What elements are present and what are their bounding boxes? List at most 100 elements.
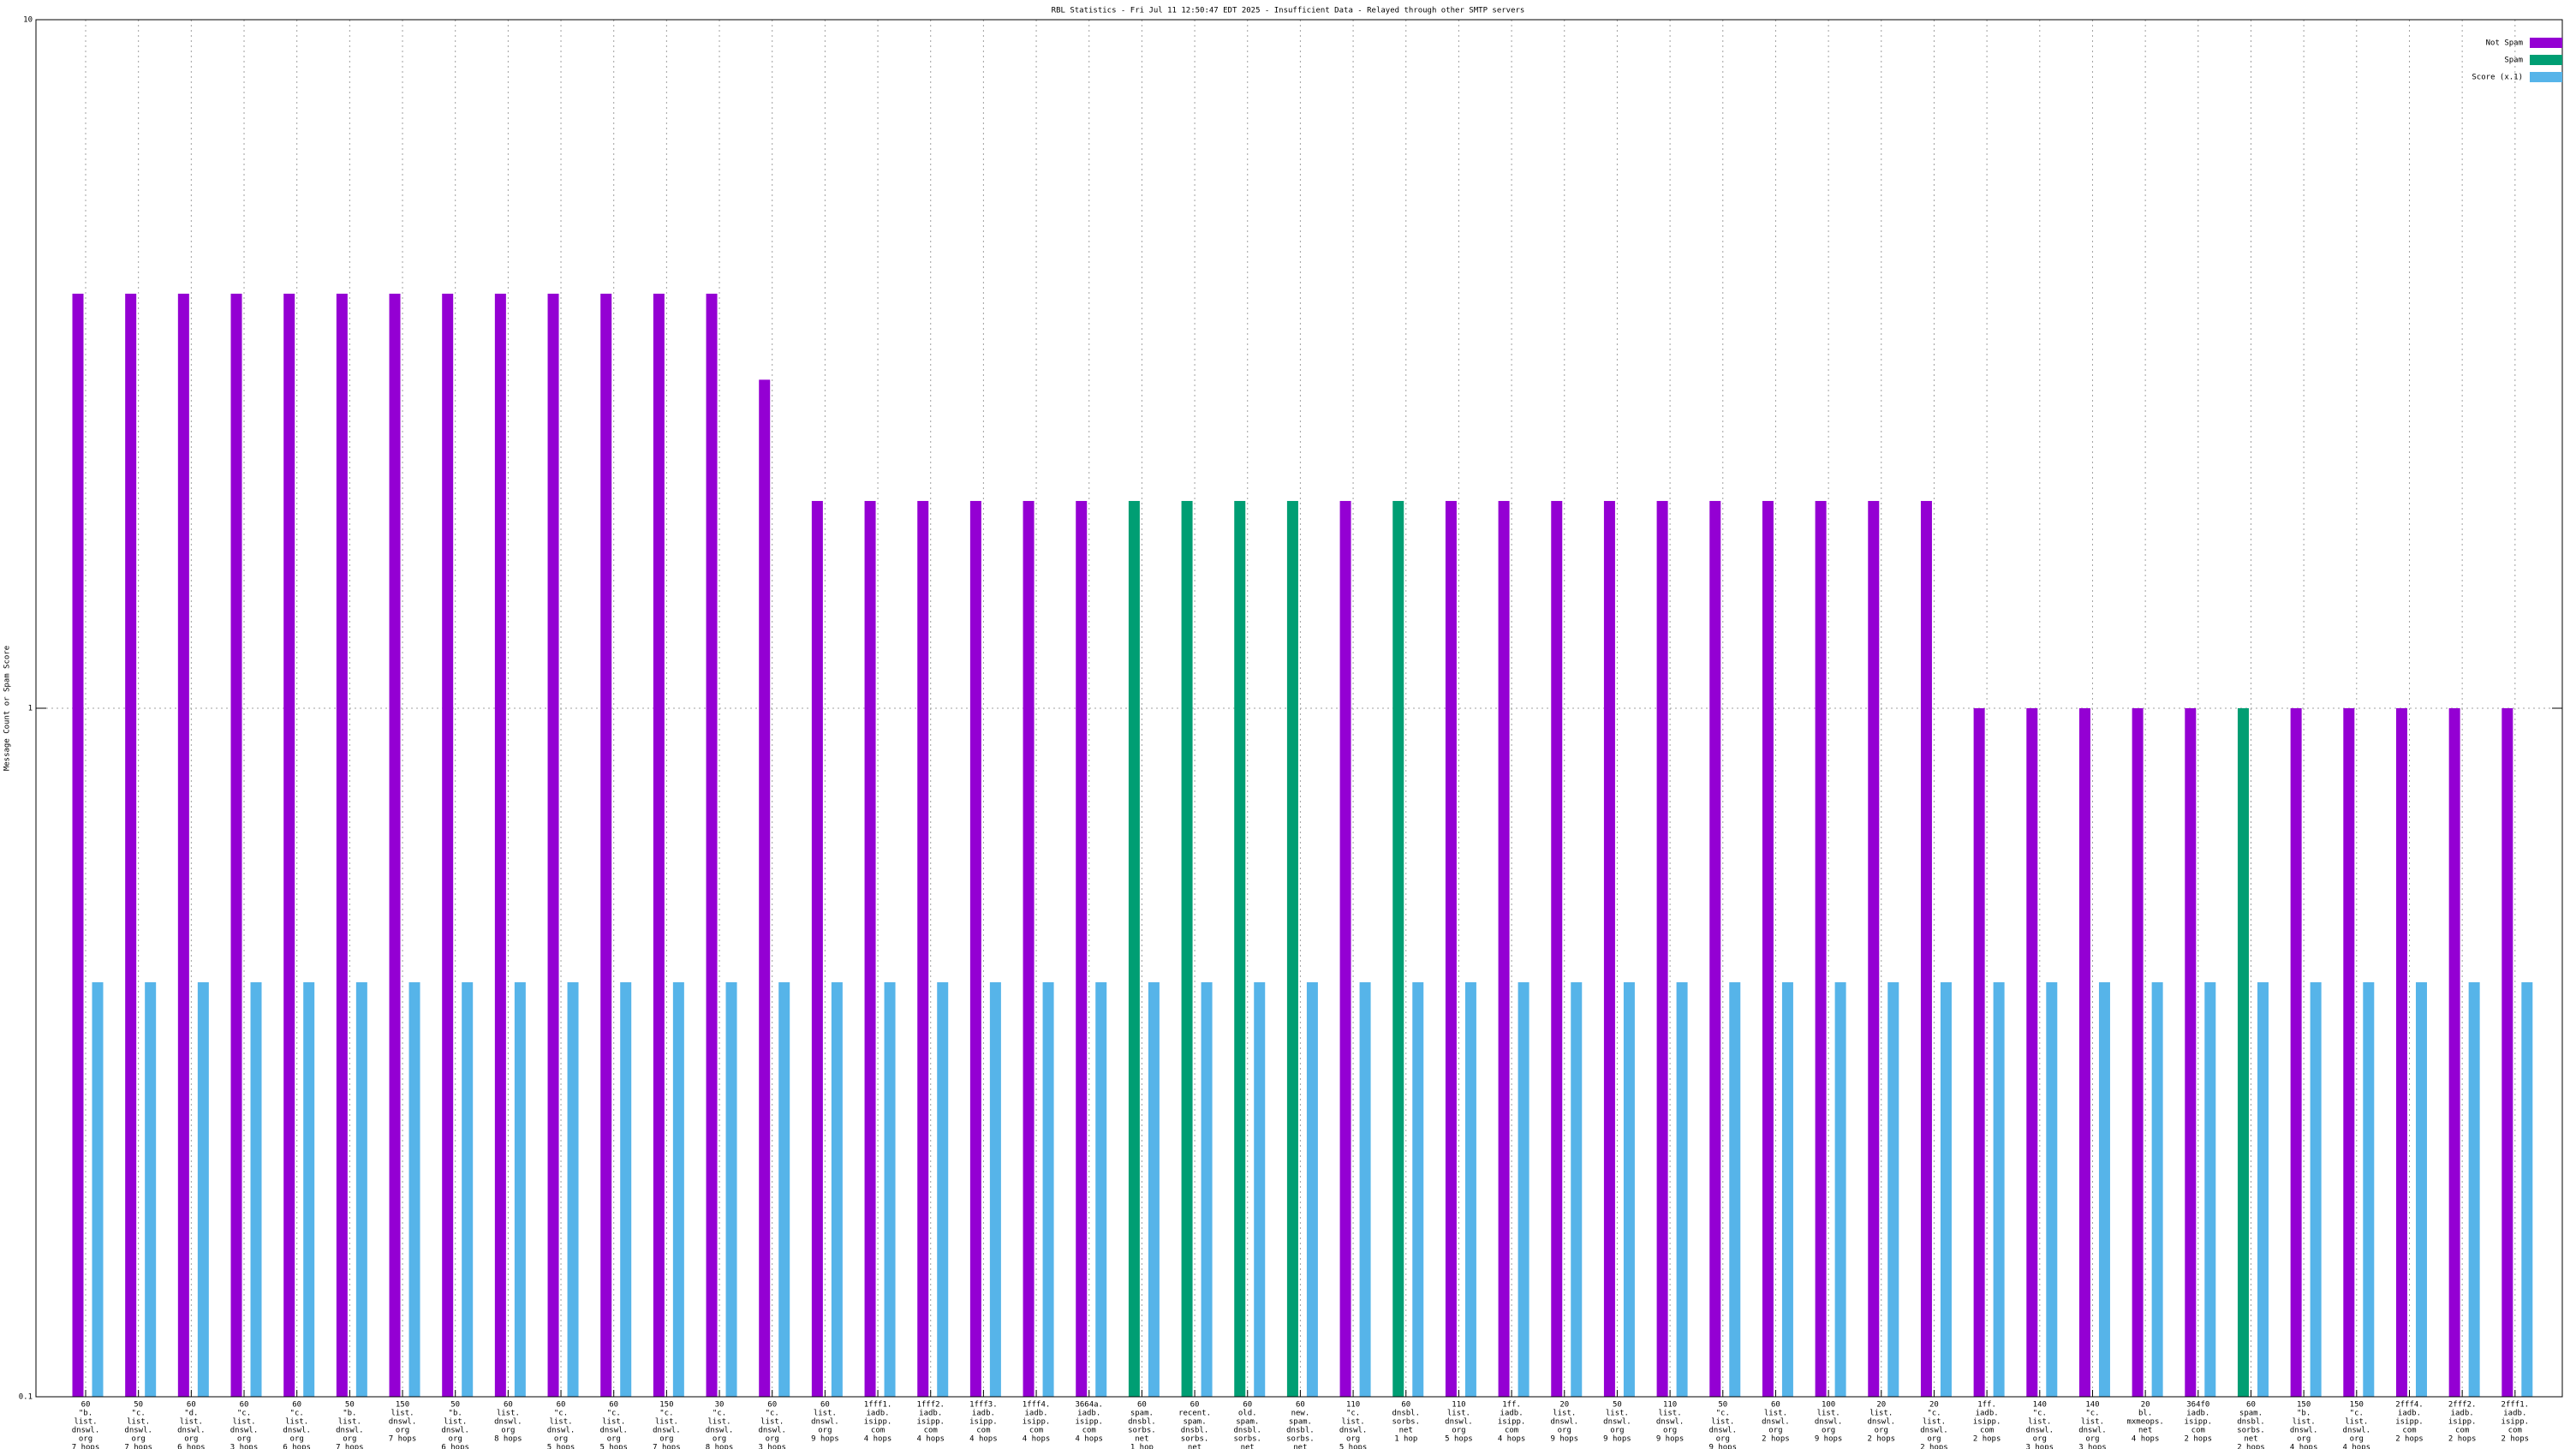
x-tick-label: 50: [1613, 1401, 1622, 1410]
x-tick-label: net: [1241, 1444, 1255, 1449]
bar: [2343, 708, 2355, 1397]
bar: [1128, 500, 1140, 1397]
x-tick-label: "c.: [1927, 1410, 1941, 1418]
x-tick-label: spam.: [1130, 1410, 1154, 1418]
x-tick-label: org: [1663, 1427, 1677, 1435]
x-tick-label: "d.: [184, 1410, 198, 1418]
bar: [2046, 981, 2058, 1397]
x-tick-label: 2 hops: [2501, 1435, 2530, 1444]
x-tick-label: 60: [187, 1401, 196, 1410]
x-tick-label: dnsbl.: [1392, 1410, 1420, 1418]
bar: [1464, 981, 1476, 1397]
x-tick-label: 1 hop: [1130, 1444, 1154, 1449]
x-tick-label: 60: [81, 1401, 91, 1410]
x-tick-label: spam.: [2239, 1410, 2263, 1418]
x-tick-label: isipp.: [864, 1418, 892, 1427]
x-tick-label: 4 hops: [1075, 1435, 1103, 1444]
x-tick-label: 20: [1929, 1401, 1939, 1410]
bar: [494, 293, 506, 1398]
x-tick-label: sorbs.: [1181, 1435, 1209, 1444]
x-tick-label: 50: [450, 1401, 460, 1410]
x-tick-label: org: [1346, 1435, 1360, 1444]
x-tick-label: iadb.: [1077, 1410, 1100, 1418]
x-tick-label: iadb.: [2451, 1410, 2474, 1418]
x-tick-label: org: [1452, 1427, 1465, 1435]
x-tick-label: org: [290, 1435, 304, 1444]
bar: [2204, 981, 2216, 1397]
x-tick-label: dnswl.: [1709, 1427, 1738, 1435]
bar: [2521, 981, 2533, 1397]
x-tick-label: 60: [1296, 1401, 1305, 1410]
x-tick-label: dnswl.: [72, 1427, 100, 1435]
x-tick-label: list.: [760, 1418, 784, 1427]
x-tick-label: 5 hops: [1339, 1444, 1368, 1449]
x-tick-label: org: [449, 1435, 462, 1444]
x-tick-label: com: [2455, 1427, 2469, 1435]
x-tick-label: 3 hops: [2026, 1444, 2054, 1449]
bar: [1518, 981, 1530, 1397]
x-tick-label: list.: [1447, 1410, 1470, 1418]
bar: [2501, 708, 2513, 1397]
x-tick-label: spam.: [1184, 1418, 1207, 1427]
bar: [2132, 708, 2144, 1397]
bar: [1148, 981, 1160, 1397]
x-tick-label: dnswl.: [547, 1427, 575, 1435]
x-tick-label: list.: [232, 1418, 255, 1427]
x-tick-label: org: [1558, 1427, 1571, 1435]
x-tick-label: 50: [134, 1401, 143, 1410]
x-tick-label: iadb.: [867, 1410, 890, 1418]
bar: [1887, 981, 1899, 1397]
x-tick-label: iadb.: [1500, 1410, 1524, 1418]
bar: [989, 981, 1001, 1397]
x-tick-label: list.: [180, 1418, 203, 1427]
x-tick-label: isipp.: [2185, 1418, 2213, 1427]
x-tick-label: dnsbl.: [1128, 1418, 1156, 1427]
x-tick-label: list.: [74, 1418, 97, 1427]
bar: [1234, 500, 1246, 1397]
x-tick-label: 2fff2.: [2448, 1401, 2477, 1410]
bar: [1254, 981, 1266, 1397]
bar: [778, 981, 790, 1397]
x-tick-label: "c.: [1716, 1410, 1730, 1418]
x-tick-label: com: [2508, 1427, 2522, 1435]
x-tick-label: 50: [1718, 1401, 1727, 1410]
x-tick-label: 60: [2246, 1401, 2256, 1410]
x-tick-label: list.: [2345, 1418, 2368, 1427]
bar: [600, 293, 612, 1398]
bar: [672, 981, 684, 1397]
x-tick-label: 60: [820, 1401, 830, 1410]
x-tick-label: 150: [396, 1401, 409, 1410]
x-tick-label: org: [1768, 1427, 1782, 1435]
bar: [831, 981, 843, 1397]
bar: [2290, 708, 2302, 1397]
x-tick-label: 140: [2085, 1401, 2099, 1410]
x-tick-label: new.: [1291, 1410, 1310, 1418]
x-tick-label: dnswl.: [230, 1427, 259, 1435]
bar: [2415, 981, 2427, 1397]
bar: [1076, 500, 1088, 1397]
bar: [336, 293, 348, 1398]
x-tick-label: dnsbl.: [1233, 1427, 1261, 1435]
chart-title: RBL Statistics - Fri Jul 11 12:50:47 EDT…: [1052, 7, 1525, 15]
x-tick-label: 9 hops: [1551, 1435, 1579, 1444]
x-tick-label: list.: [1869, 1410, 1893, 1418]
bar: [2448, 708, 2460, 1397]
bar: [1940, 981, 1952, 1397]
x-tick-label: "c.: [290, 1410, 304, 1418]
x-tick-label: dnswl.: [653, 1427, 681, 1435]
x-tick-label: dnswl.: [1815, 1418, 1843, 1427]
x-tick-label: org: [343, 1435, 356, 1444]
x-tick-label: 2 hops: [2448, 1435, 2477, 1444]
bar: [2257, 981, 2269, 1397]
bar: [2237, 708, 2249, 1397]
x-tick-label: list.: [2081, 1418, 2104, 1427]
bar: [1551, 500, 1563, 1397]
x-tick-label: 5 hops: [547, 1444, 575, 1449]
x-tick-label: 2fff4.: [2395, 1401, 2424, 1410]
x-tick-label: 9 hops: [1709, 1444, 1738, 1449]
x-tick-label: "c.: [554, 1410, 568, 1418]
x-tick-label: 1ff.: [1502, 1401, 1521, 1410]
x-tick-label: iadb.: [972, 1410, 995, 1418]
x-tick-label: isipp.: [1075, 1418, 1103, 1427]
bar: [1973, 708, 1985, 1397]
